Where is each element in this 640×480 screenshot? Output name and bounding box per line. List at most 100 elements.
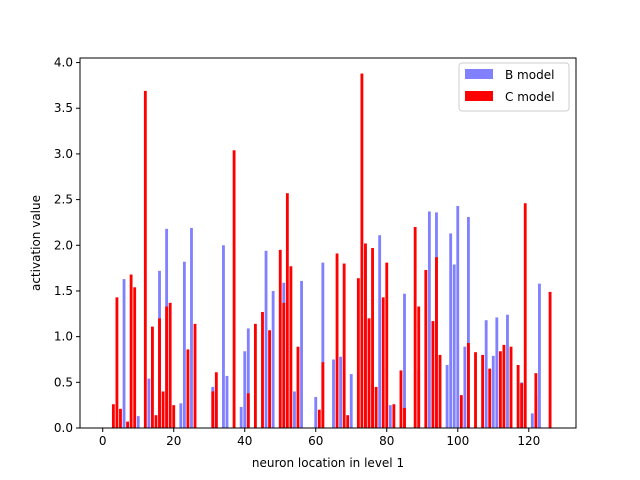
bar-c-model-36 [367, 318, 371, 428]
bar-c-model-56 [502, 344, 506, 428]
bar-c-model-2 [119, 408, 122, 428]
bar-c-model-24 [282, 302, 286, 428]
bar-c-model-62 [548, 291, 552, 428]
bar-c-model-43 [403, 407, 406, 428]
x-axis-label: neuron location in level 1 [252, 456, 404, 470]
bar-c-model-18 [232, 150, 236, 428]
bar-c-model-37 [371, 248, 374, 428]
bar-c-model-42 [399, 370, 403, 428]
x-tick-label: 20 [166, 434, 181, 448]
bar-c-model-27 [296, 346, 300, 428]
bar-b-model-0 [122, 279, 126, 428]
bar-c-model-20 [253, 323, 257, 428]
bar-c-model-46 [424, 269, 428, 428]
bar-c-model-51 [467, 343, 470, 428]
y-tick-label: 0.0 [54, 421, 73, 435]
y-tick-label: 0.5 [54, 375, 73, 389]
bar-c-model-15 [193, 323, 197, 428]
bar-c-model-50 [459, 395, 463, 428]
bar-c-model-0 [111, 404, 115, 428]
bar-c-model-25 [285, 193, 289, 428]
bar-c-model-39 [381, 297, 385, 428]
bar-b-model-24 [349, 374, 353, 428]
legend: B model C model [458, 62, 570, 112]
bar-b-model-13 [243, 351, 247, 428]
bar-b-model-29 [403, 293, 406, 428]
bar-c-model-11 [165, 306, 169, 428]
bar-b-model-34 [449, 233, 453, 428]
bar-c-model-12 [168, 302, 172, 428]
bar-c-model-4 [129, 274, 133, 428]
bar-b-model-27 [378, 235, 382, 428]
bar-c-model-55 [498, 351, 502, 428]
bar-b-model-10 [222, 245, 225, 428]
bar-b-model-37 [463, 346, 467, 428]
bar-b-model-14 [246, 328, 250, 428]
y-axis-ticks: 0.0 0.5 1.0 1.5 2.0 2.5 3.0 3.5 4.0 [54, 56, 80, 435]
bar-b-model-1 [136, 416, 140, 428]
y-tick-label: 2.0 [54, 238, 73, 252]
bar-c-model-28 [317, 409, 321, 428]
legend-swatch-b-model [465, 69, 493, 79]
bar-c-model-5 [133, 287, 137, 428]
bar-b-model-38 [467, 216, 470, 428]
bar-c-model-29 [321, 362, 325, 428]
bar-b-model-21 [321, 262, 325, 428]
bar-c-model-6 [143, 90, 147, 428]
y-tick-label: 1.0 [54, 330, 73, 344]
bar-c-model-33 [356, 278, 360, 428]
bar-c-model-52 [474, 352, 477, 428]
y-axis-label: activation value [29, 195, 43, 291]
bar-c-model-30 [335, 253, 339, 428]
bar-b-model-40 [491, 355, 495, 428]
bar-c-model-41 [392, 404, 396, 428]
bar-c-model-19 [246, 393, 250, 428]
bar-b-model-23 [339, 356, 343, 428]
bar-c-model-58 [516, 364, 520, 428]
bar-c-model-22 [268, 330, 272, 428]
legend-label-b-model: B model [505, 68, 554, 82]
y-tick-label: 2.5 [54, 193, 73, 207]
legend-swatch-c-model [465, 91, 493, 101]
bar-c-model-23 [278, 249, 282, 428]
bar-b-model-42 [506, 314, 509, 428]
bar-c-model-10 [161, 391, 165, 428]
bar-b-model-46 [538, 283, 541, 428]
bar-c-model-40 [385, 262, 389, 428]
bar-b-model-35 [452, 264, 456, 428]
bar-b-model-2 [147, 378, 151, 428]
bar-c-model-9 [158, 318, 161, 428]
y-tick-label: 3.0 [54, 147, 73, 161]
bar-b-model-44 [530, 413, 534, 428]
bar-c-model-38 [374, 386, 378, 428]
bar-b-model-31 [427, 211, 431, 428]
bar-b-model-11 [225, 375, 229, 428]
bar-c-model-3 [126, 421, 129, 428]
bar-c-model-60 [523, 203, 527, 428]
x-tick-label: 80 [379, 434, 394, 448]
bar-c-model-26 [289, 266, 293, 428]
bar-b-model-7 [190, 227, 193, 428]
bar-b-model-19 [300, 280, 303, 428]
bar-c-model-34 [360, 73, 364, 429]
plot-frame [79, 57, 577, 429]
x-tick-label: 120 [517, 434, 540, 448]
bar-c-model-17 [214, 372, 218, 428]
bar-c-model-54 [488, 368, 492, 428]
bar-c-model-61 [534, 373, 538, 428]
bar-c-model-14 [186, 349, 190, 428]
y-tick-label: 1.5 [54, 284, 73, 298]
bar-c-model-16 [211, 391, 215, 428]
bar-c-model-8 [154, 415, 158, 428]
bar-b-model-41 [495, 317, 499, 428]
bar-b-model-15 [264, 250, 268, 428]
bar-c-model-35 [364, 243, 367, 428]
x-tick-label: 40 [237, 434, 252, 448]
bars-group [111, 73, 552, 429]
x-tick-label: 0 [99, 434, 107, 448]
x-axis-ticks: 0 20 40 60 80 100 120 [99, 428, 540, 448]
bar-c-model-44 [413, 227, 417, 428]
bar-c-model-1 [115, 297, 119, 428]
bar-b-model-39 [484, 320, 488, 428]
